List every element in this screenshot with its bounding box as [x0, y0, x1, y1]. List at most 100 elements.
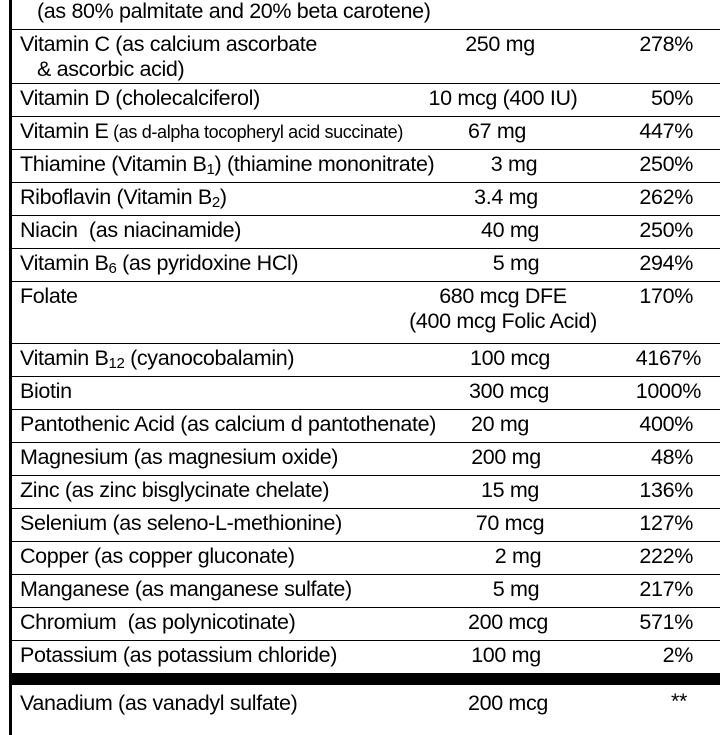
nutrient-subscript: 12	[108, 355, 125, 372]
daily-value: 1000%	[635, 379, 702, 403]
amount-per-serving: 5 mg	[492, 251, 540, 275]
table-row: Vitamin E (as d-alpha tocopheryl acid su…	[12, 117, 720, 150]
amount-per-serving: 67 mg	[467, 119, 527, 143]
nutrient-name: Copper	[20, 544, 89, 568]
table-row: Vitamin C (as calcium ascorbate & ascorb…	[12, 30, 720, 84]
daily-value: 294%	[639, 251, 693, 275]
nutrient-name: Vitamin E	[20, 119, 109, 143]
nutrient-detail: (as polynicotinate)	[116, 610, 296, 634]
nutrient-name: Vanadium	[20, 691, 113, 715]
nutrient-subscript: 6	[108, 260, 117, 277]
amount-per-serving: 20 mg	[470, 412, 530, 436]
nutrient-detail: (as calcium ascorbate	[109, 32, 318, 56]
daily-value: 127%	[639, 511, 693, 535]
table-row: Selenium (as seleno-L-methionine) 70 mcg…	[12, 509, 720, 542]
amount-per-serving: 70 mcg	[475, 511, 545, 535]
table-row: Thiamine (Vitamin B1) (thiamine mononitr…	[12, 150, 720, 183]
amount-per-serving: 200 mcg	[467, 691, 549, 715]
amount-per-serving: 680 mcg DFE	[439, 284, 567, 308]
nutrient-detail: (as manganese sulfate)	[129, 577, 352, 601]
nutrient-detail: (as magnesium oxide)	[127, 445, 339, 469]
nutrient-detail: (as copper gluconate)	[88, 544, 295, 568]
table-row: Copper (as copper gluconate) 2 mg 222%	[12, 542, 720, 575]
nutrient-detail: )	[219, 185, 227, 209]
nutrient-detail: (as potassium chloride)	[117, 643, 338, 667]
nutrient-detail: (as pyridoxine HCl)	[116, 251, 299, 275]
table-row: Zinc (as zinc bisglycinate chelate) 15 m…	[12, 476, 720, 509]
nutrient-subscript: 2	[211, 194, 220, 211]
nutrient-name: Manganese	[20, 577, 130, 601]
table-row: Biotin 300 mcg 1000%	[12, 377, 720, 410]
nutrient-name: Chromium	[20, 610, 117, 634]
nutrient-name: Zinc	[20, 478, 60, 502]
daily-value: 278%	[639, 32, 693, 56]
table-row: Chromium (as polynicotinate) 200 mcg 571…	[12, 608, 720, 641]
daily-value: 4167%	[635, 346, 702, 370]
daily-value: 571%	[639, 610, 693, 634]
nutrient-detail: (as d-alpha tocopheryl acid succinate)	[108, 122, 403, 142]
nutrient-detail: (cholecalciferol)	[109, 86, 260, 110]
nutrient-name: Pantothenic Acid	[20, 412, 175, 436]
daily-value: 222%	[639, 544, 693, 568]
daily-value: 170%	[639, 284, 693, 308]
daily-value: 250%	[639, 152, 693, 176]
table-row: Pantothenic Acid (as calcium d pantothen…	[12, 410, 720, 443]
daily-value: 50%	[651, 86, 693, 110]
nutrient-detail: (as seleno-L-methionine)	[106, 511, 342, 535]
table-row: Folate 680 mcg DFE (400 mcg Folic Acid) …	[12, 282, 720, 344]
daily-value: 447%	[639, 119, 693, 143]
table-row: Niacin (as niacinamide) 40 mg 250%	[12, 216, 720, 249]
daily-value: 400%	[639, 412, 693, 436]
header-continuation-text: (as 80% palmitate and 20% beta carotene)	[37, 0, 431, 23]
nutrient-name: Folate	[20, 284, 78, 308]
amount-per-serving: 200 mcg	[467, 610, 549, 634]
nutrient-name: Magnesium	[20, 445, 128, 469]
daily-value: 48%	[651, 445, 693, 469]
table-row-header-continuation: (as 80% palmitate and 20% beta carotene)	[12, 0, 720, 30]
nutrient-detail: (as zinc bisglycinate chelate)	[59, 478, 330, 502]
table-row: Vitamin B12 (cyanocobalamin) 100 mcg 416…	[12, 344, 720, 377]
table-row: Potassium (as potassium chloride) 100 mg…	[12, 641, 720, 685]
amount-per-serving: 3.4 mg	[474, 185, 538, 209]
amount-per-serving: 5 mg	[492, 577, 540, 601]
nutrient-name: Thiamine (Vitamin B	[20, 152, 207, 176]
amount-per-serving: 40 mg	[480, 218, 540, 242]
nutrient-name: Riboflavin (Vitamin B	[20, 185, 212, 209]
table-row: Manganese (as manganese sulfate) 5 mg 21…	[12, 575, 720, 608]
nutrient-detail: (as vanadyl sulfate)	[112, 691, 298, 715]
daily-value: 217%	[639, 577, 693, 601]
amount-per-serving: 15 mg	[480, 478, 540, 502]
daily-value: 2%	[662, 643, 694, 667]
nutrient-detail: (as niacinamide)	[77, 218, 242, 242]
amount-per-serving: 250 mg	[465, 32, 535, 56]
amount-per-serving: 300 mcg	[468, 379, 550, 403]
daily-value: 262%	[639, 185, 693, 209]
nutrient-detail: (cyanocobalamin)	[124, 346, 295, 370]
nutrient-detail-cont: & ascorbic acid)	[37, 57, 185, 81]
table-row: Magnesium (as magnesium oxide) 200 mg 48…	[12, 443, 720, 476]
amount-per-serving: 2 mg	[494, 544, 542, 568]
nutrient-name: Selenium	[20, 511, 107, 535]
nutrient-detail: ) (thiamine mononitrate)	[214, 152, 435, 176]
table-row: Vitamin B6 (as pyridoxine HCl) 5 mg 294%	[12, 249, 720, 282]
amount-per-serving: 10 mcg (400 IU)	[428, 86, 578, 110]
nutrient-name: Niacin	[20, 218, 78, 242]
amount-per-serving: 200 mg	[471, 445, 541, 469]
nutrient-detail: (as calcium d pantothenate)	[174, 412, 437, 436]
nutrient-name: Vitamin B	[20, 346, 109, 370]
nutrient-name: Vitamin C	[20, 32, 110, 56]
nutrient-name: Biotin	[20, 379, 72, 403]
daily-value: **	[670, 689, 687, 713]
daily-value: 136%	[639, 478, 693, 502]
nutrient-subscript: 1	[206, 161, 215, 178]
amount-per-serving-note: (400 mcg Folic Acid)	[409, 309, 597, 333]
nutrient-name: Vitamin B	[20, 251, 109, 275]
amount-per-serving: 100 mcg	[469, 346, 551, 370]
supplement-facts-panel: (as 80% palmitate and 20% beta carotene)…	[9, 0, 720, 735]
amount-per-serving: 3 mg	[490, 152, 538, 176]
nutrient-name: Potassium	[20, 643, 118, 667]
nutrient-name: Vitamin D	[20, 86, 110, 110]
table-row: Vitamin D (cholecalciferol) 10 mcg (400 …	[12, 84, 720, 117]
amount-per-serving: 100 mg	[471, 643, 541, 667]
table-row: Riboflavin (Vitamin B2) 3.4 mg 262%	[12, 183, 720, 216]
